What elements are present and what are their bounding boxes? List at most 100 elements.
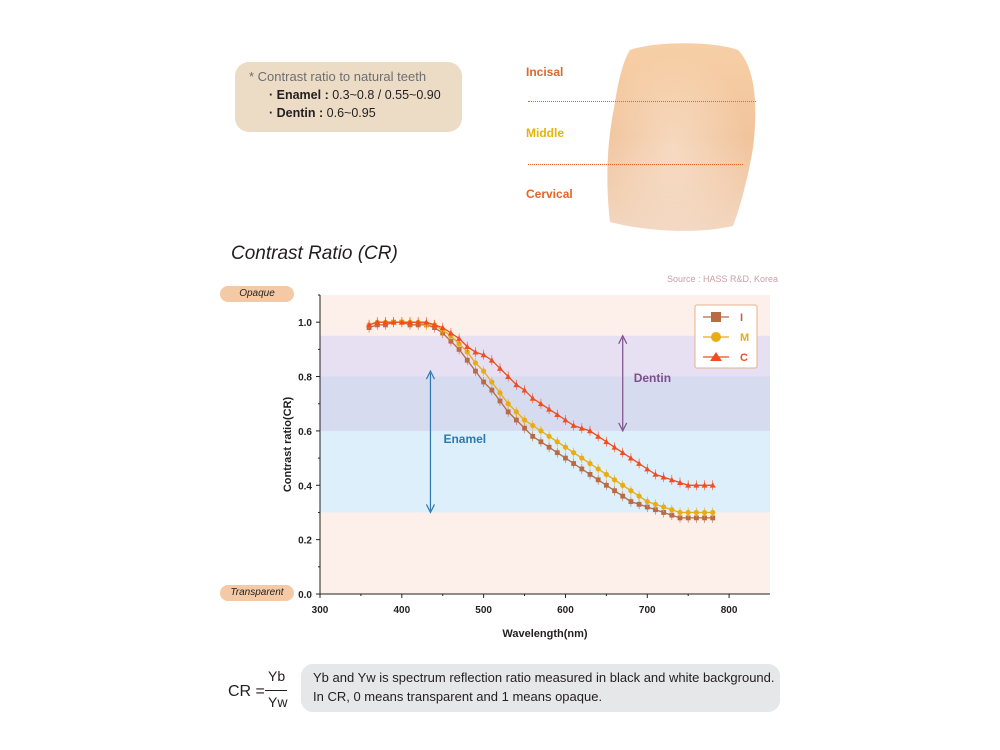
data-point-I — [505, 409, 511, 415]
data-point-I — [636, 501, 642, 507]
data-point-C — [709, 482, 716, 488]
data-point-M — [497, 390, 503, 396]
data-point-C — [578, 425, 585, 431]
contrast-note-box: * Contrast ratio to natural teeth · Enam… — [235, 62, 462, 132]
data-point-M — [513, 409, 519, 415]
y-tick-label: 0.6 — [298, 427, 312, 438]
y-tick-label: 1.0 — [298, 318, 312, 329]
data-point-M — [464, 349, 470, 355]
data-point-C — [562, 417, 569, 423]
data-point-C — [619, 449, 626, 456]
arrowhead-bottom — [425, 504, 435, 514]
data-point-I — [481, 379, 487, 385]
data-point-I — [644, 504, 650, 510]
data-point-I — [677, 515, 683, 521]
data-point-I — [669, 512, 675, 518]
data-point-I — [513, 417, 519, 423]
data-point-C — [529, 395, 536, 401]
x-tick-label: 700 — [639, 605, 656, 616]
data-point-I — [554, 450, 560, 456]
data-point-C — [447, 330, 454, 336]
dentin-label: · Dentin : — [269, 106, 324, 120]
data-point-C — [407, 319, 413, 325]
chart-source: Source : HASS R&D, Korea — [666, 274, 778, 284]
data-point-C — [701, 482, 708, 488]
zone-cervical: Cervical — [526, 187, 573, 201]
data-point-C — [652, 471, 659, 477]
arrowhead-bottom — [618, 422, 628, 433]
data-point-C — [366, 321, 373, 328]
data-point-M — [505, 401, 511, 407]
data-point-C — [513, 381, 520, 388]
x-tick-label: 500 — [475, 605, 492, 616]
data-point-C — [423, 319, 430, 325]
data-point-C — [636, 460, 643, 466]
data-point-I — [464, 357, 470, 363]
legend-marker-I — [711, 312, 721, 322]
data-point-C — [431, 321, 438, 328]
data-point-M — [554, 439, 560, 445]
data-point-C — [472, 349, 479, 355]
data-point-M — [669, 507, 675, 513]
data-point-C — [693, 482, 700, 488]
data-point-I — [546, 444, 552, 450]
data-point-I — [571, 461, 577, 466]
note-dentin: · Dentin : 0.6~0.95 — [269, 106, 376, 120]
legend-label-C: C — [740, 352, 748, 364]
arrowhead-top — [618, 334, 628, 345]
data-point-M — [595, 466, 601, 472]
enamel-value: 0.3~0.8 / 0.55~0.90 — [332, 88, 441, 102]
data-point-I — [702, 515, 707, 521]
data-point-C — [611, 444, 618, 450]
data-point-M — [661, 504, 667, 510]
data-point-C — [537, 400, 544, 407]
data-point-C — [668, 476, 675, 483]
data-point-C — [644, 465, 651, 472]
data-point-C — [382, 319, 389, 325]
data-point-M — [628, 488, 634, 494]
data-point-I — [538, 439, 544, 445]
arrowhead-top — [425, 369, 435, 380]
band-overlap — [320, 376, 770, 431]
x-tick-label: 800 — [721, 605, 738, 616]
zone-divider-2 — [528, 164, 743, 165]
dentin-value: 0.6~0.95 — [326, 106, 376, 120]
formula-lhs: CR = — [228, 683, 265, 700]
legend-marker-M — [711, 332, 721, 342]
data-point-I — [595, 477, 601, 483]
zone-divider-1 — [528, 101, 756, 102]
note-enamel: · Enamel : 0.3~0.8 / 0.55~0.90 — [269, 88, 441, 102]
data-point-C — [464, 343, 471, 350]
data-point-I — [693, 515, 699, 521]
data-point-M — [530, 422, 536, 429]
data-point-I — [628, 499, 634, 504]
footnote-box: Yb and Yw is spectrum reflection ratio m… — [301, 664, 780, 712]
data-point-C — [570, 422, 577, 428]
legend-label-I: I — [740, 312, 743, 324]
y-axis-label: Contrast ratio(CR) — [282, 397, 294, 493]
formula-denominator: Yw — [268, 694, 288, 710]
formula-numerator: Yb — [268, 668, 286, 684]
y-tick-label: 0.8 — [298, 373, 312, 384]
x-tick-label: 400 — [393, 605, 410, 616]
data-point-M — [546, 433, 552, 439]
arrow-label-enamel: Enamel — [443, 432, 486, 446]
data-point-C — [415, 319, 422, 325]
data-point-C — [603, 438, 610, 445]
data-point-M — [481, 368, 487, 374]
data-point-I — [563, 455, 568, 461]
data-point-I — [579, 466, 585, 472]
data-point-C — [480, 351, 487, 358]
data-point-C — [587, 427, 593, 434]
data-point-I — [448, 338, 454, 344]
data-point-M — [701, 509, 708, 516]
data-point-I — [473, 368, 478, 374]
data-point-C — [677, 479, 683, 485]
data-point-M — [636, 493, 642, 499]
footnote-line-2: In CR, 0 means transparent and 1 means o… — [313, 689, 603, 704]
data-point-I — [685, 515, 691, 521]
note-title: * Contrast ratio to natural teeth — [249, 69, 427, 84]
data-point-C — [595, 433, 602, 439]
legend-marker-C — [710, 352, 722, 361]
data-point-M — [472, 360, 479, 366]
